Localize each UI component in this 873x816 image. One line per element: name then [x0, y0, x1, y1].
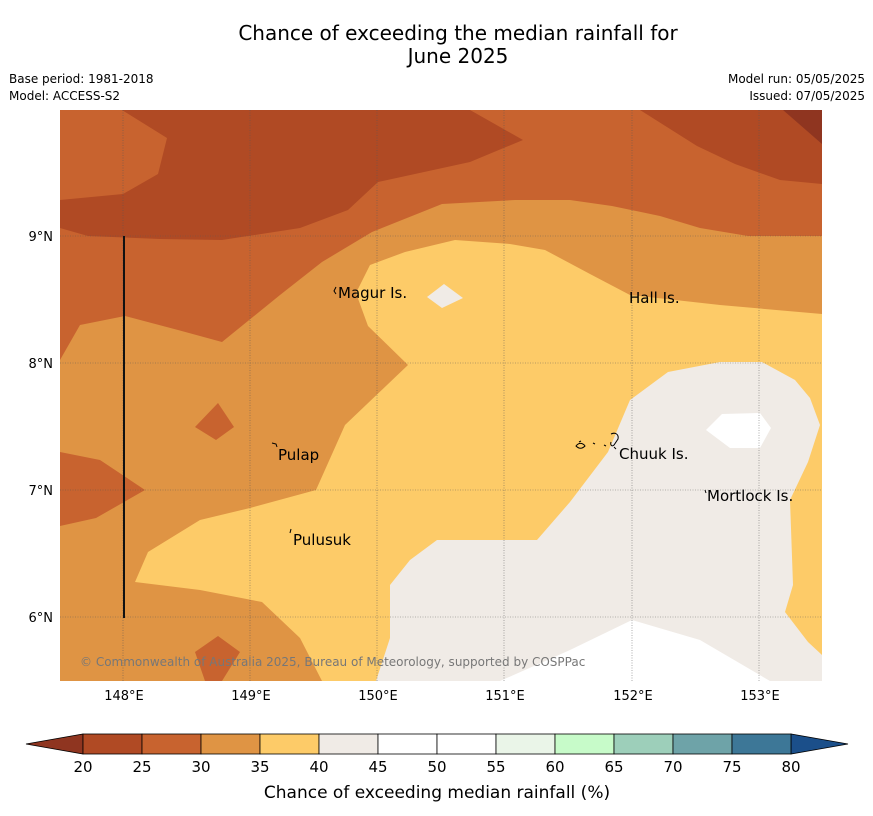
- copyright-notice: © Commonwealth of Australia 2025, Bureau…: [80, 655, 585, 669]
- colorbar-segment: [672, 733, 733, 755]
- band-20-25-northeast: [640, 110, 822, 184]
- band-25-30-patch-b: [195, 636, 240, 681]
- colorbar-tick: 55: [486, 758, 505, 776]
- colorbar-tick: 30: [191, 758, 210, 776]
- lon-tick: 150°E: [358, 689, 398, 704]
- colorbar-segment: [82, 733, 143, 755]
- place-magur: Magur Is.: [338, 284, 407, 302]
- colorbar-segment: [613, 733, 674, 755]
- lat-tick: 8°N: [29, 357, 54, 372]
- colorbar-extend-low: [25, 733, 84, 755]
- colorbar-tick: 80: [781, 758, 800, 776]
- title-line-2: June 2025: [407, 44, 509, 68]
- place-mortlock: Mortlock Is.: [707, 487, 793, 505]
- base-period: Base period: 1981-2018: [9, 72, 154, 86]
- colorbar-segment: [141, 733, 202, 755]
- lon-tick: 151°E: [485, 689, 525, 704]
- band-below-20-corner: [783, 110, 822, 144]
- place-chuuk: Chuuk Is.: [619, 445, 688, 463]
- lat-tick: 6°N: [29, 611, 54, 626]
- colorbar-label: Chance of exceeding median rainfall (%): [264, 783, 610, 803]
- meta-right: Model run: 05/05/2025 Issued: 07/05/2025: [728, 71, 865, 105]
- map-panel: Magur Is. Hall Is. Pulap Chuuk Is. Mortl…: [60, 110, 822, 681]
- colorbar: 20 25 30 35 40 45 50 55 60 65 70 75 80: [25, 733, 849, 776]
- lon-tick: 149°E: [231, 689, 271, 704]
- colorbar-tick: 40: [309, 758, 328, 776]
- title-line-1: Chance of exceeding the median rainfall …: [238, 21, 678, 45]
- model-run: Model run: 05/05/2025: [727, 72, 865, 86]
- lon-tick-labels: 148°E 149°E 150°E 151°E 152°E 153°E: [104, 689, 780, 704]
- colorbar-tick: 20: [73, 758, 92, 776]
- colorbar-tick: 35: [250, 758, 269, 776]
- colorbar-tick: 70: [663, 758, 682, 776]
- lon-tick: 152°E: [613, 689, 653, 704]
- lat-tick: 7°N: [29, 484, 54, 499]
- colorbar-segment: [495, 733, 556, 755]
- colorbar-tick: 45: [368, 758, 387, 776]
- issued-date: Issued: 07/05/2025: [749, 89, 865, 103]
- colorbar-segment: [259, 733, 320, 755]
- lat-tick-labels: 9°N 8°N 7°N 6°N: [29, 230, 54, 626]
- colorbar-segment: [554, 733, 615, 755]
- place-pulusuk: Pulusuk: [293, 531, 351, 549]
- lon-tick: 153°E: [740, 689, 780, 704]
- band-40-45-patch-north: [427, 284, 463, 308]
- colorbar-extend-high: [790, 733, 849, 755]
- graticule: [60, 110, 822, 681]
- map-title: Chance of exceeding the median rainfall …: [0, 22, 873, 68]
- colorbar-tick: 50: [427, 758, 446, 776]
- band-45-50-patch-east: [706, 413, 771, 448]
- colorbar-tick: 65: [604, 758, 623, 776]
- colorbar-segment: [436, 733, 497, 755]
- band-40-45: [376, 362, 822, 681]
- colorbar-tick: 60: [545, 758, 564, 776]
- place-hall: Hall Is.: [629, 289, 680, 307]
- island-shapes: [271, 286, 707, 534]
- colorbar-segment: [731, 733, 792, 755]
- colorbar-tick: 75: [722, 758, 741, 776]
- meta-left: Base period: 1981-2018 Model: ACCESS-S2: [9, 71, 154, 105]
- band-45-50-patch-south: [500, 620, 770, 681]
- model-name: Model: ACCESS-S2: [9, 89, 121, 103]
- colorbar-segment: [377, 733, 438, 755]
- band-25-30-patch-a: [195, 403, 234, 440]
- place-pulap: Pulap: [278, 446, 319, 464]
- lon-tick: 148°E: [104, 689, 144, 704]
- band-20-25-north: [60, 110, 523, 240]
- lat-tick: 9°N: [29, 230, 54, 245]
- colorbar-segment: [200, 733, 261, 755]
- colorbar-segment: [318, 733, 379, 755]
- colorbar-tick: 25: [132, 758, 151, 776]
